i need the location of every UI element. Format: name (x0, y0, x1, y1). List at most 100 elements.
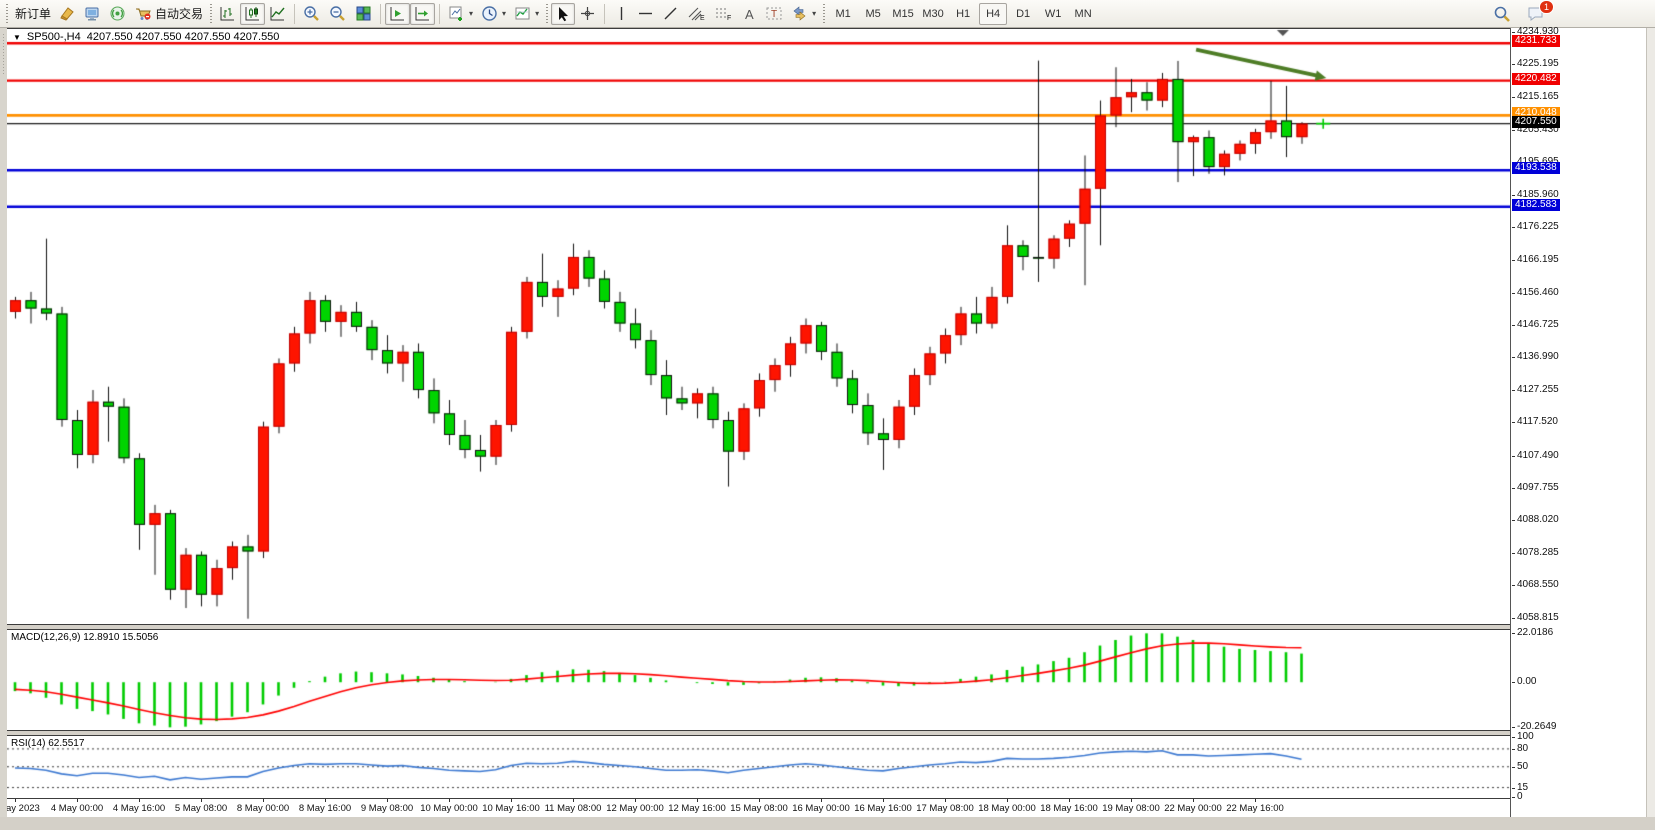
toolbar-separator (439, 3, 441, 24)
time-axis-tick (1069, 799, 1070, 802)
time-axis-tick (821, 799, 822, 802)
macd-tick-label: -20.2649 (1511, 721, 1557, 733)
price-tick-label: 4068.550 (1512, 579, 1559, 591)
panel-splitter[interactable] (7, 731, 1510, 735)
market-watch-button[interactable] (80, 3, 105, 25)
horizontal-line-icon (637, 6, 654, 21)
vertical-line-button[interactable] (609, 3, 633, 25)
candlestick-chart-type-button[interactable] (240, 2, 266, 25)
bar-chart-type-button[interactable] (215, 3, 240, 25)
time-axis-tick (945, 799, 946, 802)
chart-shift-button[interactable] (385, 2, 411, 25)
time-axis-tick (635, 799, 636, 802)
tile-windows-button[interactable] (351, 3, 376, 25)
rsi-tick-label: 100 (1512, 731, 1534, 742)
tf-button-H1[interactable]: H1 (956, 7, 971, 20)
bottom-strip (0, 817, 1655, 830)
tf-button-M15[interactable]: M15 (892, 7, 914, 20)
zoom-in-icon (303, 5, 321, 22)
gold-document-icon (59, 5, 76, 22)
shapes-button[interactable]: ▾ (787, 3, 820, 25)
text-button[interactable]: A (737, 3, 761, 25)
line-chart-icon (269, 5, 286, 22)
macd-canvas[interactable] (7, 630, 1510, 730)
search-icon (1493, 5, 1511, 23)
time-axis[interactable]: 3 May 2023 4 May 00:00 4 May 16:00 5 May 08… (7, 799, 1510, 817)
time-axis-tick (15, 799, 16, 802)
templates-button[interactable]: ▾ (510, 3, 543, 25)
order-history-button[interactable] (55, 3, 80, 25)
chart-autoscroll-button[interactable] (410, 2, 436, 25)
macd-panel: MACD(12,26,9) 12.8910 15.5056 (7, 629, 1510, 731)
price-tick-label: 4176.225 (1512, 220, 1559, 232)
tf-button-D1[interactable]: D1 (1016, 7, 1031, 20)
price-level-badge: 4193.538 (1512, 162, 1560, 175)
toolbar-separator (294, 3, 296, 24)
time-axis-label: 22 May 00:00 (1164, 803, 1222, 814)
rsi-tick-label: 80 (1511, 742, 1529, 754)
time-axis-label: 11 May 08:00 (544, 803, 602, 814)
price-tick-label: 4117.520 (1512, 416, 1558, 428)
tf-button-M1[interactable]: M1 (835, 7, 851, 20)
arrows-icon (791, 5, 808, 22)
price-tick-label: 4146.725 (1512, 319, 1559, 331)
toolbar-drag-handle[interactable] (5, 3, 9, 24)
crosshair-button[interactable] (575, 3, 600, 25)
time-axis-label: 10 May 00:00 (420, 803, 478, 814)
chart-title: ▼ SP500-,H4 4207.550 4207.550 4207.550 4… (13, 31, 279, 43)
tf-button-H4[interactable]: H4 (979, 2, 1008, 25)
periods-button[interactable]: ▾ (477, 3, 510, 25)
channel-icon: E (687, 5, 706, 22)
crosshair-icon (579, 5, 596, 22)
trendline-button[interactable] (658, 3, 683, 25)
add-indicator-button[interactable]: ▾ (444, 3, 477, 25)
trendline-icon (662, 5, 679, 22)
text-label-button[interactable]: T (761, 3, 787, 25)
panel-splitter[interactable] (7, 625, 1510, 629)
new-order-button[interactable]: 新订单 (11, 3, 55, 25)
text-a-icon: A (742, 6, 757, 22)
price-axis[interactable]: 4234.9304225.1954215.1654205.4304195.695… (1510, 26, 1655, 817)
price-chart-panel: ▼ SP500-,H4 4207.550 4207.550 4207.550 4… (7, 28, 1510, 625)
time-axis-label: 12 May 00:00 (606, 803, 664, 814)
tf-button-M5[interactable]: M5 (865, 7, 881, 20)
equidistant-channel-button[interactable]: E (683, 3, 710, 25)
toolbar-drag-handle[interactable] (822, 3, 827, 24)
chart-collapse-icon[interactable]: ▼ (13, 32, 21, 42)
auto-trading-button[interactable]: 自动交易 (130, 3, 207, 25)
time-axis-label: 12 May 16:00 (668, 803, 726, 814)
left-gutter (0, 28, 7, 817)
time-axis-label: 22 May 16:00 (1226, 803, 1284, 814)
toolbar-drag-handle[interactable] (209, 3, 214, 24)
signals-button[interactable] (105, 3, 130, 25)
line-chart-type-button[interactable] (265, 3, 290, 25)
time-axis-label: 4 May 00:00 (50, 803, 104, 814)
fibonacci-button[interactable]: F (710, 3, 737, 25)
toolbar-drag-handle[interactable] (545, 3, 550, 24)
toolbar-separator (380, 3, 382, 24)
time-axis-label: 5 May 08:00 (174, 803, 228, 814)
tf-button-W1[interactable]: W1 (1044, 7, 1062, 20)
rsi-tick-label: 0 (1512, 790, 1523, 802)
notification-badge: 1 (1538, 0, 1554, 14)
rsi-canvas[interactable] (7, 736, 1510, 798)
tf-button-M30[interactable]: M30 (922, 7, 944, 20)
fibonacci-icon: F (714, 5, 733, 22)
zoom-in-button[interactable] (299, 3, 325, 25)
time-axis-label: 4 May 16:00 (112, 803, 166, 814)
chevron-down-icon: ▾ (535, 9, 540, 18)
notifications-button[interactable]: 1 (1523, 0, 1554, 25)
auto-trading-label: 自动交易 (155, 7, 204, 21)
right-scrollbar[interactable] (1646, 28, 1655, 817)
chevron-down-icon: ▾ (812, 9, 817, 18)
time-axis-tick (263, 799, 264, 802)
price-chart-canvas[interactable] (7, 29, 1510, 624)
cursor-button[interactable] (551, 2, 576, 25)
tf-button-MN[interactable]: MN (1074, 7, 1092, 20)
bar-chart-icon (219, 5, 236, 22)
price-tick-label: 4088.020 (1512, 514, 1559, 526)
zoom-out-button[interactable] (325, 3, 351, 25)
vertical-line-icon (614, 5, 629, 22)
horizontal-line-button[interactable] (633, 3, 658, 25)
search-button[interactable] (1489, 3, 1515, 25)
